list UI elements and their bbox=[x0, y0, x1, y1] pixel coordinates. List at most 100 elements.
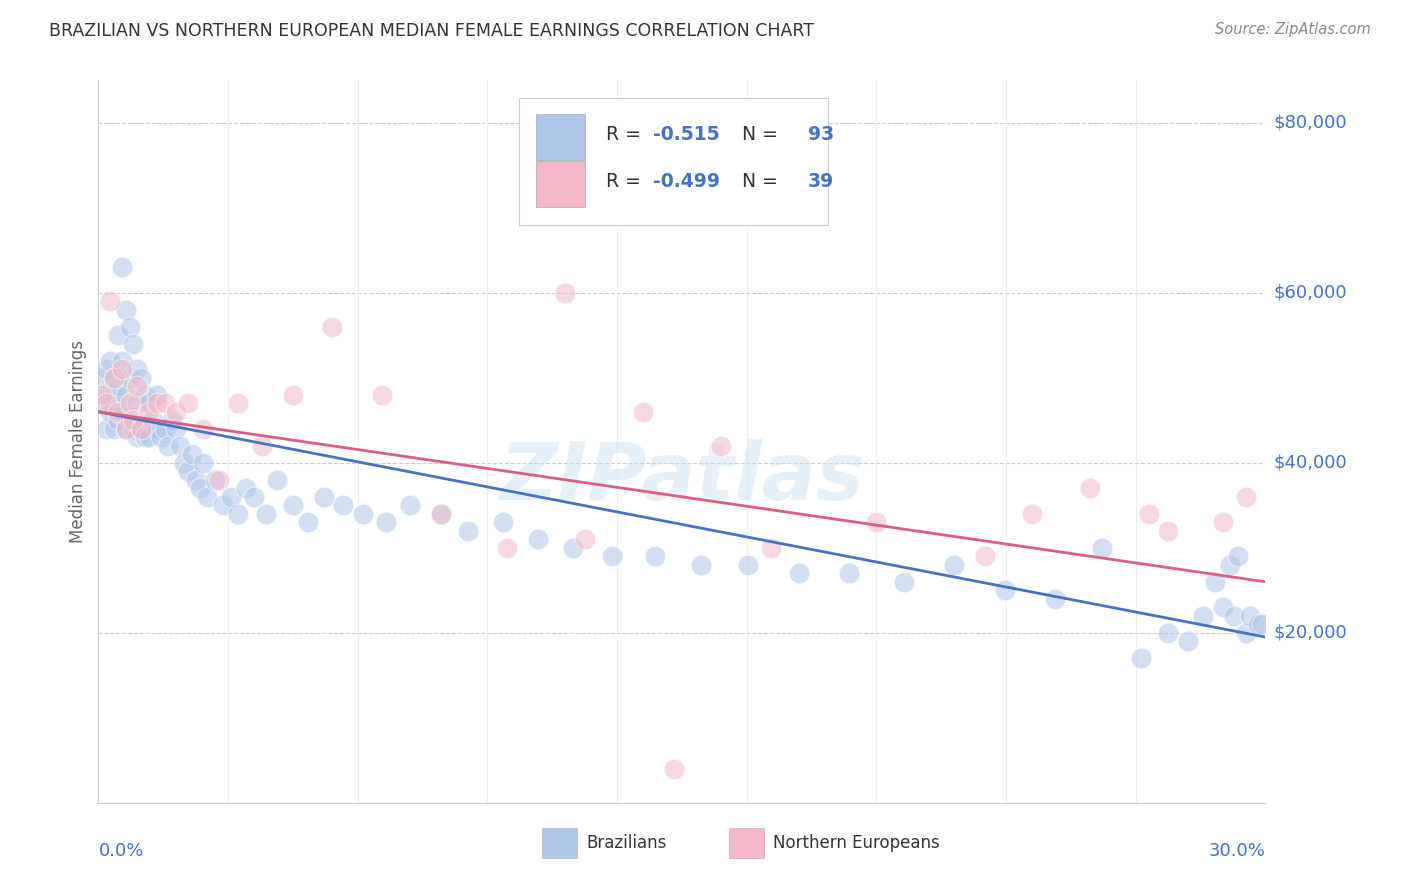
Point bbox=[457, 524, 479, 538]
Point bbox=[710, 439, 733, 453]
Text: 39: 39 bbox=[808, 172, 834, 191]
Point bbox=[1234, 490, 1257, 504]
Text: Northern Europeans: Northern Europeans bbox=[773, 833, 939, 852]
Point bbox=[761, 541, 783, 555]
Point bbox=[162, 413, 184, 427]
FancyBboxPatch shape bbox=[519, 98, 828, 225]
Point bbox=[169, 439, 191, 453]
Text: R =: R = bbox=[606, 125, 647, 144]
Point bbox=[107, 413, 129, 427]
Text: $40,000: $40,000 bbox=[1274, 454, 1347, 472]
Point bbox=[219, 490, 242, 504]
Point bbox=[371, 388, 394, 402]
Point bbox=[375, 516, 398, 530]
Point bbox=[138, 396, 160, 410]
Point bbox=[122, 336, 145, 351]
Point bbox=[165, 405, 187, 419]
Point bbox=[250, 439, 273, 453]
Point bbox=[212, 498, 235, 512]
Point bbox=[1129, 651, 1152, 665]
Point bbox=[1250, 617, 1272, 632]
Text: 93: 93 bbox=[808, 125, 834, 144]
Point bbox=[129, 422, 152, 436]
Point bbox=[153, 396, 176, 410]
Point bbox=[600, 549, 623, 564]
Point bbox=[122, 413, 145, 427]
Y-axis label: Median Female Earnings: Median Female Earnings bbox=[69, 340, 87, 543]
Point bbox=[134, 388, 156, 402]
Point bbox=[690, 558, 713, 572]
Point bbox=[838, 566, 860, 581]
Point bbox=[107, 328, 129, 343]
Point bbox=[180, 447, 202, 461]
Point bbox=[893, 574, 915, 589]
Text: -0.499: -0.499 bbox=[652, 172, 720, 191]
Point bbox=[107, 405, 129, 419]
Point bbox=[127, 396, 149, 410]
Point bbox=[98, 353, 121, 368]
FancyBboxPatch shape bbox=[728, 828, 763, 858]
Point bbox=[398, 498, 420, 512]
Text: Source: ZipAtlas.com: Source: ZipAtlas.com bbox=[1215, 22, 1371, 37]
Text: $20,000: $20,000 bbox=[1274, 624, 1347, 642]
Point bbox=[114, 422, 136, 436]
Point bbox=[129, 371, 152, 385]
Text: -0.515: -0.515 bbox=[652, 125, 720, 144]
Point bbox=[177, 396, 200, 410]
Point bbox=[1239, 608, 1261, 623]
Point bbox=[1045, 591, 1067, 606]
Point bbox=[103, 371, 125, 385]
Point bbox=[1212, 600, 1234, 615]
Point bbox=[994, 583, 1017, 598]
Point bbox=[1137, 507, 1160, 521]
Point bbox=[103, 388, 125, 402]
Point bbox=[1021, 507, 1043, 521]
Point bbox=[98, 396, 121, 410]
Point bbox=[254, 507, 277, 521]
Point bbox=[562, 541, 585, 555]
Text: N =: N = bbox=[730, 125, 783, 144]
Point bbox=[114, 388, 136, 402]
Point bbox=[228, 507, 250, 521]
Point bbox=[321, 319, 343, 334]
Point bbox=[127, 430, 149, 444]
Point bbox=[122, 422, 145, 436]
Point bbox=[153, 422, 176, 436]
Point bbox=[492, 516, 515, 530]
Point bbox=[146, 422, 169, 436]
Point bbox=[332, 498, 354, 512]
Point bbox=[114, 302, 136, 317]
Point bbox=[118, 413, 141, 427]
Point bbox=[118, 396, 141, 410]
Point bbox=[974, 549, 997, 564]
Point bbox=[138, 405, 160, 419]
FancyBboxPatch shape bbox=[536, 161, 585, 207]
Point bbox=[243, 490, 266, 504]
Point bbox=[193, 456, 215, 470]
Point bbox=[165, 422, 187, 436]
Point bbox=[1177, 634, 1199, 648]
Point bbox=[127, 379, 149, 393]
Point bbox=[146, 388, 169, 402]
Point bbox=[429, 507, 451, 521]
Point bbox=[91, 371, 114, 385]
Point bbox=[281, 498, 304, 512]
Point bbox=[195, 490, 218, 504]
Point bbox=[1227, 549, 1250, 564]
Point bbox=[204, 473, 226, 487]
Point bbox=[1157, 625, 1180, 640]
Point bbox=[574, 533, 596, 547]
Point bbox=[644, 549, 666, 564]
Text: ZIPatlas: ZIPatlas bbox=[499, 439, 865, 516]
Point bbox=[943, 558, 966, 572]
Point bbox=[1091, 541, 1114, 555]
Point bbox=[184, 473, 207, 487]
Point bbox=[228, 396, 250, 410]
Point bbox=[352, 507, 374, 521]
Point bbox=[429, 507, 451, 521]
Point bbox=[527, 533, 550, 547]
Point bbox=[129, 422, 152, 436]
Point bbox=[91, 388, 114, 402]
Point bbox=[281, 388, 304, 402]
Point bbox=[107, 379, 129, 393]
